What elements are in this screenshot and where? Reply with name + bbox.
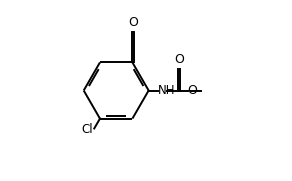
Text: O: O	[187, 84, 197, 97]
Text: O: O	[128, 16, 138, 29]
Text: NH: NH	[158, 84, 176, 97]
Text: Cl: Cl	[82, 123, 93, 136]
Text: O: O	[174, 53, 184, 66]
